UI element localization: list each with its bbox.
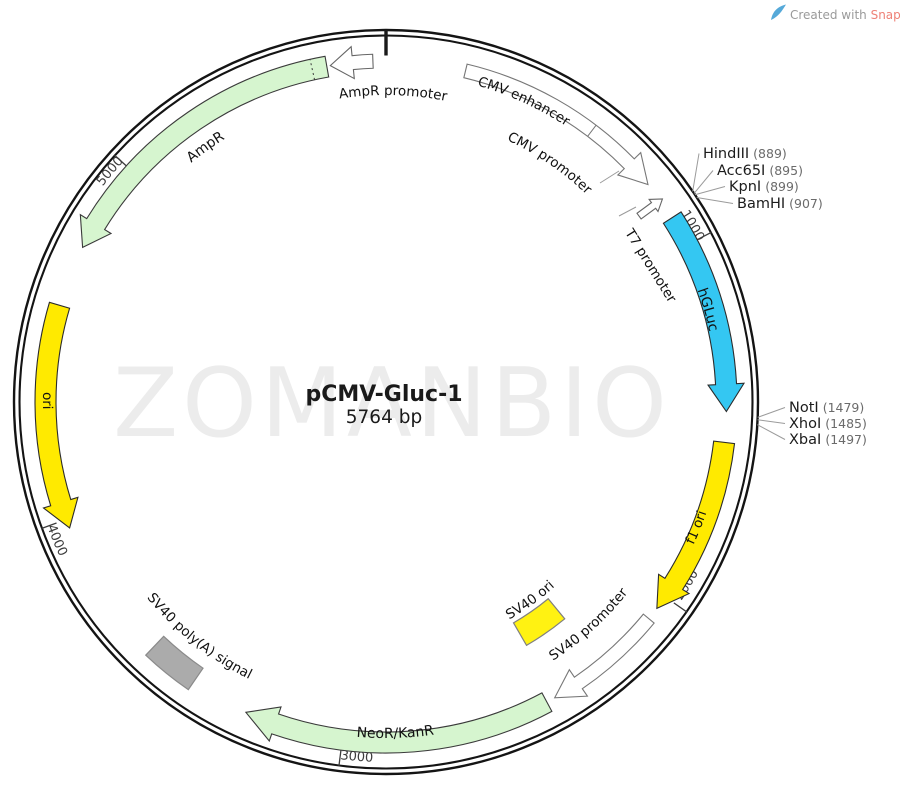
feature-leader-cmv-enhancer-promoter-0 <box>599 170 620 184</box>
enzyme-leader-XhoI <box>757 419 786 424</box>
feature-leader-t7-promoter-0 <box>618 206 637 217</box>
tick-3000 <box>338 750 342 767</box>
credit-text: Created with SnapGene® <box>790 8 900 22</box>
watermark: ZOMANBIO <box>113 349 671 459</box>
feature-sv40-polya-signal <box>144 635 204 691</box>
feature-divider-cmv-enhancer-promoter-0 <box>587 124 597 137</box>
feature-divider-ampr-0 <box>309 59 316 80</box>
credit-brand-snap: Snap <box>871 8 900 22</box>
tick-1000 <box>696 231 712 241</box>
enzyme-leader-BamHI <box>696 196 734 204</box>
feature-ampr <box>79 55 330 249</box>
enzyme-NotI: NotI (1479) <box>789 400 864 416</box>
feature-label-neor-kanr: NeoR/KanR <box>356 723 435 742</box>
enzyme-XbaI: XbaI (1497) <box>789 432 867 448</box>
feature-f1-ori <box>656 440 736 610</box>
tick-4000 <box>41 522 57 530</box>
enzyme-XhoI: XhoI (1485) <box>789 416 867 432</box>
tick-5000 <box>114 154 127 167</box>
enzyme-HindIII: HindIII (889) <box>703 146 787 162</box>
enzyme-BamHI: BamHI (907) <box>737 196 823 212</box>
enzyme-leader-KpnI <box>694 186 726 196</box>
enzyme-leader-NotI <box>757 407 786 418</box>
plasmid-title: pCMV-Gluc-1 <box>305 382 462 407</box>
feature-neor-kanr <box>244 692 553 754</box>
feature-label-cmv-enhancer-promoter: CMV promoter <box>505 129 595 198</box>
feature-sv40-ori <box>512 597 566 647</box>
credit-prefix: Created with <box>790 8 871 22</box>
snapgene-logo-icon <box>771 4 786 20</box>
feature-cmv-enhancer-promoter <box>463 63 649 186</box>
feature-label-t7-promoter: T7 promoter <box>621 225 680 306</box>
enzyme-leader-HindIII <box>692 153 700 192</box>
feature-label-ori: ori <box>39 392 55 410</box>
plasmid-size-label: 5764 bp <box>346 407 422 428</box>
enzyme-leader-XbaI <box>757 424 786 440</box>
tick-2000 <box>673 602 688 613</box>
feature-label-ampr-promoter: AmpR promoter <box>338 83 449 105</box>
feature-t7-promoter <box>636 198 664 220</box>
enzyme-KpnI: KpnI (899) <box>729 179 799 195</box>
feature-hgluc <box>662 211 746 413</box>
feature-ori <box>34 301 79 529</box>
enzyme-Acc65I: Acc65I (895) <box>717 163 803 179</box>
feature-ampr-promoter <box>329 45 374 80</box>
credit-line: Created with SnapGene® <box>771 4 900 22</box>
enzyme-leader-Acc65I <box>693 170 714 194</box>
feature-sv40-promoter <box>553 613 655 699</box>
